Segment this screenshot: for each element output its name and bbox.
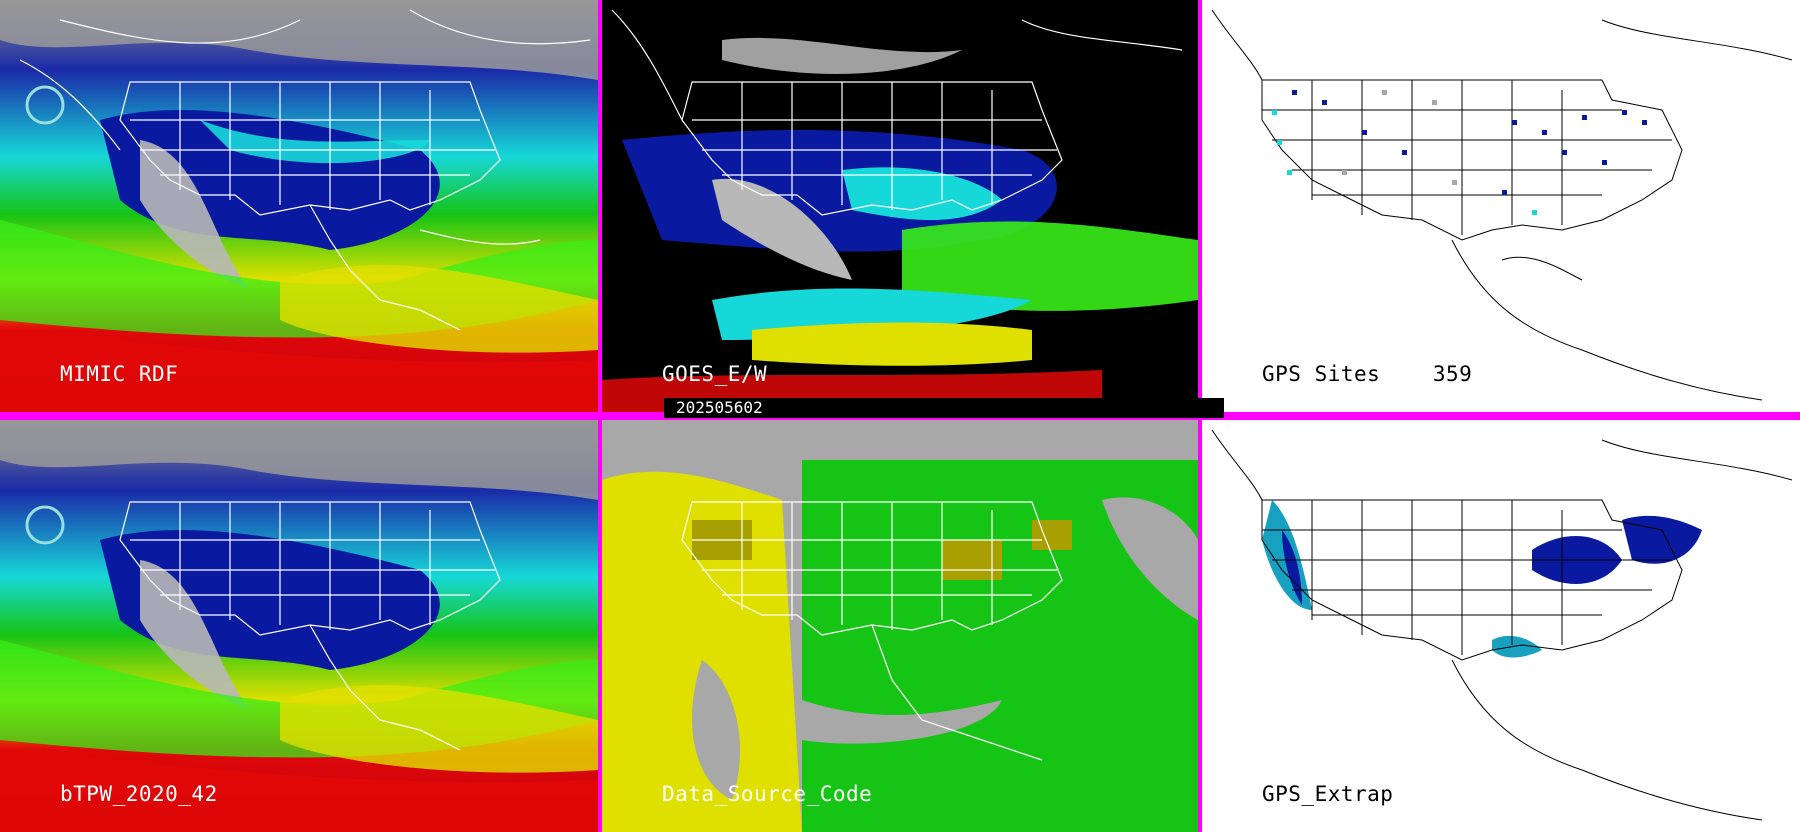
panel-goes-ew: GOES_E/W [602,0,1198,412]
panel-label: GPS Sites 359 [1262,362,1473,386]
panel-label: bTPW_2020_42 [60,782,218,806]
panel-mimic-rdf: MIMIC RDF [0,0,598,412]
gps-extrap-map [1202,420,1800,832]
panel-label: GOES_E/W [662,362,768,386]
panel-label: GPS_Extrap [1262,782,1394,806]
data-source-code-map [602,420,1198,832]
mimic-rdf-map [0,0,598,412]
timestamp-bar: 202505602 [664,398,1224,418]
panel-gps-extrap: GPS_Extrap [1202,420,1800,832]
panel-btpw: bTPW_2020_42 [0,420,598,832]
btpw-map [0,420,598,832]
goes-ew-map [602,0,1198,412]
panel-label: Data_Source_Code [662,782,873,806]
panel-data-source-code: Data_Source_Code [602,420,1198,832]
panel-gps-sites: GPS Sites 359 [1202,0,1800,412]
panel-label: MIMIC RDF [60,362,179,386]
gps-sites-map [1202,0,1800,412]
